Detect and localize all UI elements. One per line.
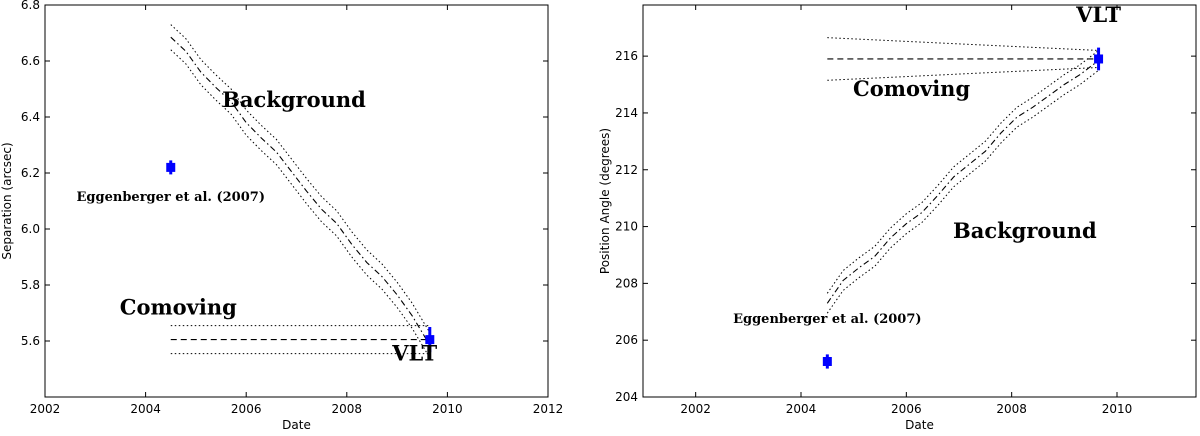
- plot-frame: [44, 4, 549, 398]
- background-track-upper-bound: [170, 24, 431, 333]
- position-angle-panel: 2002 2004 2006 2008 2010 204 206 208 210 212 214 21…: [598, 2, 1197, 432]
- background-track-lower-bound: [826, 69, 1099, 314]
- y-tick-label: 204: [615, 390, 638, 404]
- annotation-label: VLT: [1075, 2, 1121, 27]
- x-tick-label: 2002: [680, 402, 711, 416]
- y-axis-title: Position Angle (degrees): [598, 128, 612, 274]
- y-tick-label: 6.6: [21, 54, 40, 68]
- x-tick-label: 2002: [30, 402, 61, 416]
- annotation-label: Eggenberger et al. (2007): [77, 190, 265, 205]
- y-tick-label: 216: [615, 49, 638, 63]
- y-tick-label: 212: [615, 163, 638, 177]
- y-tick-label: 5.8: [21, 278, 40, 292]
- data-point: [1094, 54, 1104, 64]
- background-track-line: [170, 36, 431, 346]
- y-tick-label: 210: [615, 220, 638, 234]
- y-tick-label: 206: [615, 333, 638, 347]
- x-tick-label: 2004: [130, 402, 161, 416]
- y-tick-label: 5.6: [21, 334, 40, 348]
- y-axis-title: Separation (arcsec): [0, 142, 14, 259]
- annotation-label: Background: [222, 87, 366, 112]
- x-tick-label: 2006: [231, 402, 262, 416]
- data-point: [166, 162, 176, 172]
- x-tick-label: 2012: [533, 402, 564, 416]
- x-tick-label: 2008: [996, 402, 1027, 416]
- annotation-label: Eggenberger et al. (2007): [733, 312, 921, 327]
- x-axis-title: Date: [905, 418, 934, 432]
- data-point: [425, 335, 435, 345]
- background-track-lower-bound: [170, 49, 431, 359]
- x-tick-label: 2010: [1102, 402, 1133, 416]
- comoving-track-upper-bound: [827, 37, 1099, 51]
- x-tick-label: 2008: [332, 402, 363, 416]
- background-track-upper-bound: [826, 50, 1099, 294]
- annotation-label: Background: [953, 218, 1097, 243]
- data-point: [822, 356, 832, 366]
- y-tick-label: 208: [615, 276, 638, 290]
- y-tick-label: 214: [615, 106, 638, 120]
- x-tick-label: 2006: [891, 402, 922, 416]
- annotation-label: VLT: [391, 341, 437, 366]
- x-axis-title: Date: [282, 418, 311, 432]
- x-tick-label: 2010: [432, 402, 463, 416]
- background-track-line: [826, 59, 1099, 304]
- y-tick-label: 6.2: [21, 166, 40, 180]
- separation-panel: 2002 2004 2006 2008 2010 2012 5.6 5.8 6.0 6.2 6.4 6…: [0, 0, 563, 432]
- comoving-track-lower-bound: [827, 66, 1099, 81]
- x-tick-label: 2004: [786, 402, 817, 416]
- y-tick-label: 6.4: [21, 110, 40, 124]
- annotation-label: Comoving: [120, 294, 237, 319]
- annotation-label: Comoving: [853, 76, 970, 101]
- y-tick-label: 6.0: [21, 222, 40, 236]
- plot-frame: [642, 4, 1197, 398]
- y-tick-label: 6.8: [21, 0, 40, 12]
